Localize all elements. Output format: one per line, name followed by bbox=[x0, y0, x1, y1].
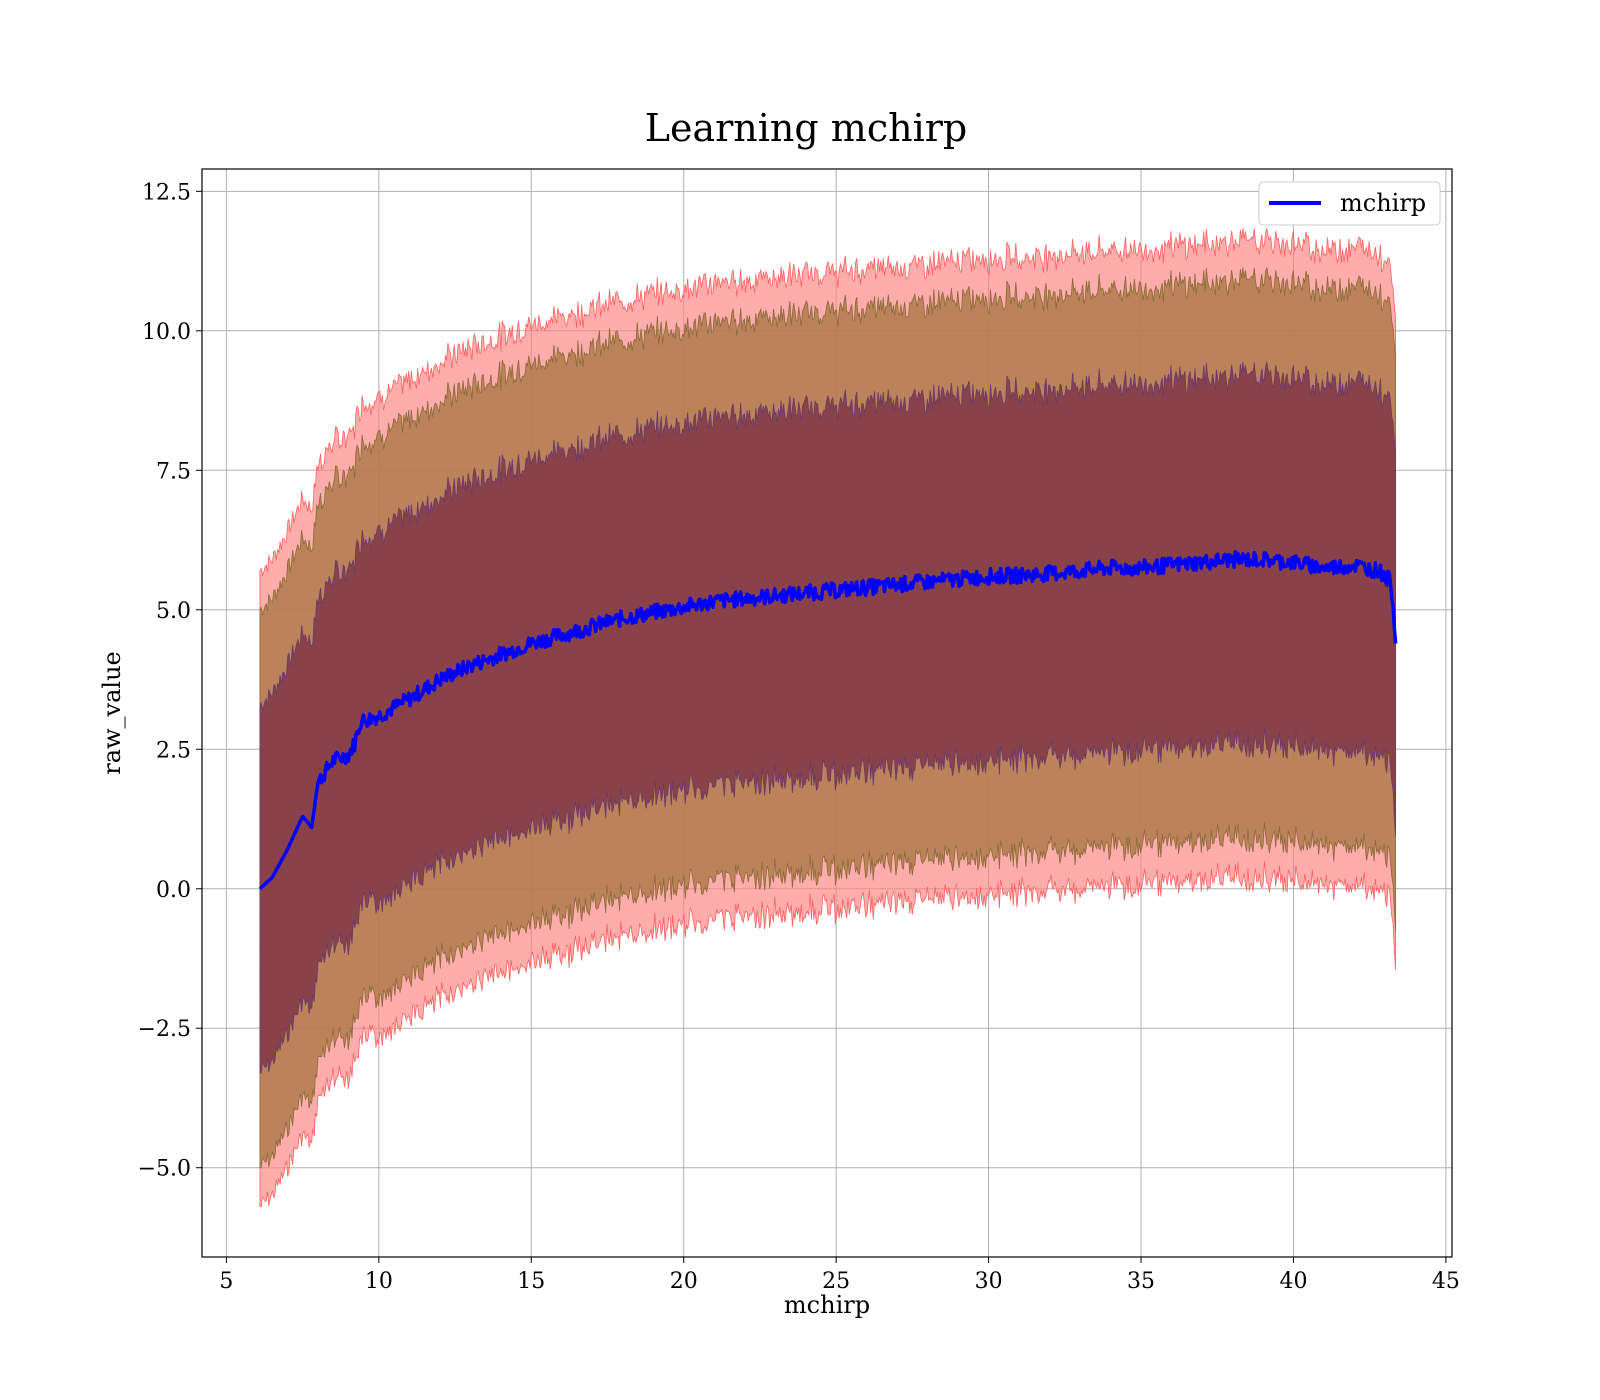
x-tick-label: 10 bbox=[365, 1269, 393, 1294]
y-tick-label: 2.5 bbox=[156, 738, 191, 763]
x-tick-label: 35 bbox=[1127, 1269, 1155, 1294]
chart-title: Learning mchirp bbox=[645, 106, 967, 150]
band-1-sigma bbox=[259, 360, 1396, 1074]
y-tick-label: 0.0 bbox=[156, 878, 191, 903]
y-tick-label: −2.5 bbox=[138, 1017, 191, 1042]
x-tick-label: 45 bbox=[1432, 1269, 1460, 1294]
plot-frame bbox=[201, 168, 1453, 1258]
plot-area bbox=[201, 168, 1453, 1258]
x-axis-ticks: 5 10 15 20 25 30 35 40 45 bbox=[219, 1257, 1460, 1294]
x-tick-label: 20 bbox=[670, 1269, 698, 1294]
x-tick-label: 40 bbox=[1279, 1269, 1307, 1294]
legend: mchirp bbox=[1258, 181, 1441, 226]
x-tick-label: 5 bbox=[219, 1269, 233, 1294]
x-tick-label: 25 bbox=[822, 1269, 850, 1294]
legend-box bbox=[1258, 181, 1441, 226]
legend-label-mchirp: mchirp bbox=[1340, 189, 1426, 217]
y-tick-label: 7.5 bbox=[156, 459, 191, 484]
x-tick-label: 30 bbox=[975, 1269, 1003, 1294]
y-tick-label: 10.0 bbox=[142, 320, 191, 345]
y-axis-title: raw_value bbox=[98, 651, 126, 775]
x-axis-title: mchirp bbox=[784, 1291, 870, 1319]
y-axis-ticks: −5.0 −2.5 0.0 2.5 5.0 7.5 10.0 12.5 bbox=[138, 180, 202, 1182]
y-tick-label: 12.5 bbox=[142, 180, 191, 205]
lines bbox=[258, 550, 1398, 891]
y-tick-label: 5.0 bbox=[156, 599, 191, 624]
series-line-mchirp bbox=[258, 550, 1398, 891]
bands bbox=[259, 228, 1396, 1208]
y-tick-label: −5.0 bbox=[138, 1157, 191, 1182]
x-tick-label: 15 bbox=[517, 1269, 545, 1294]
